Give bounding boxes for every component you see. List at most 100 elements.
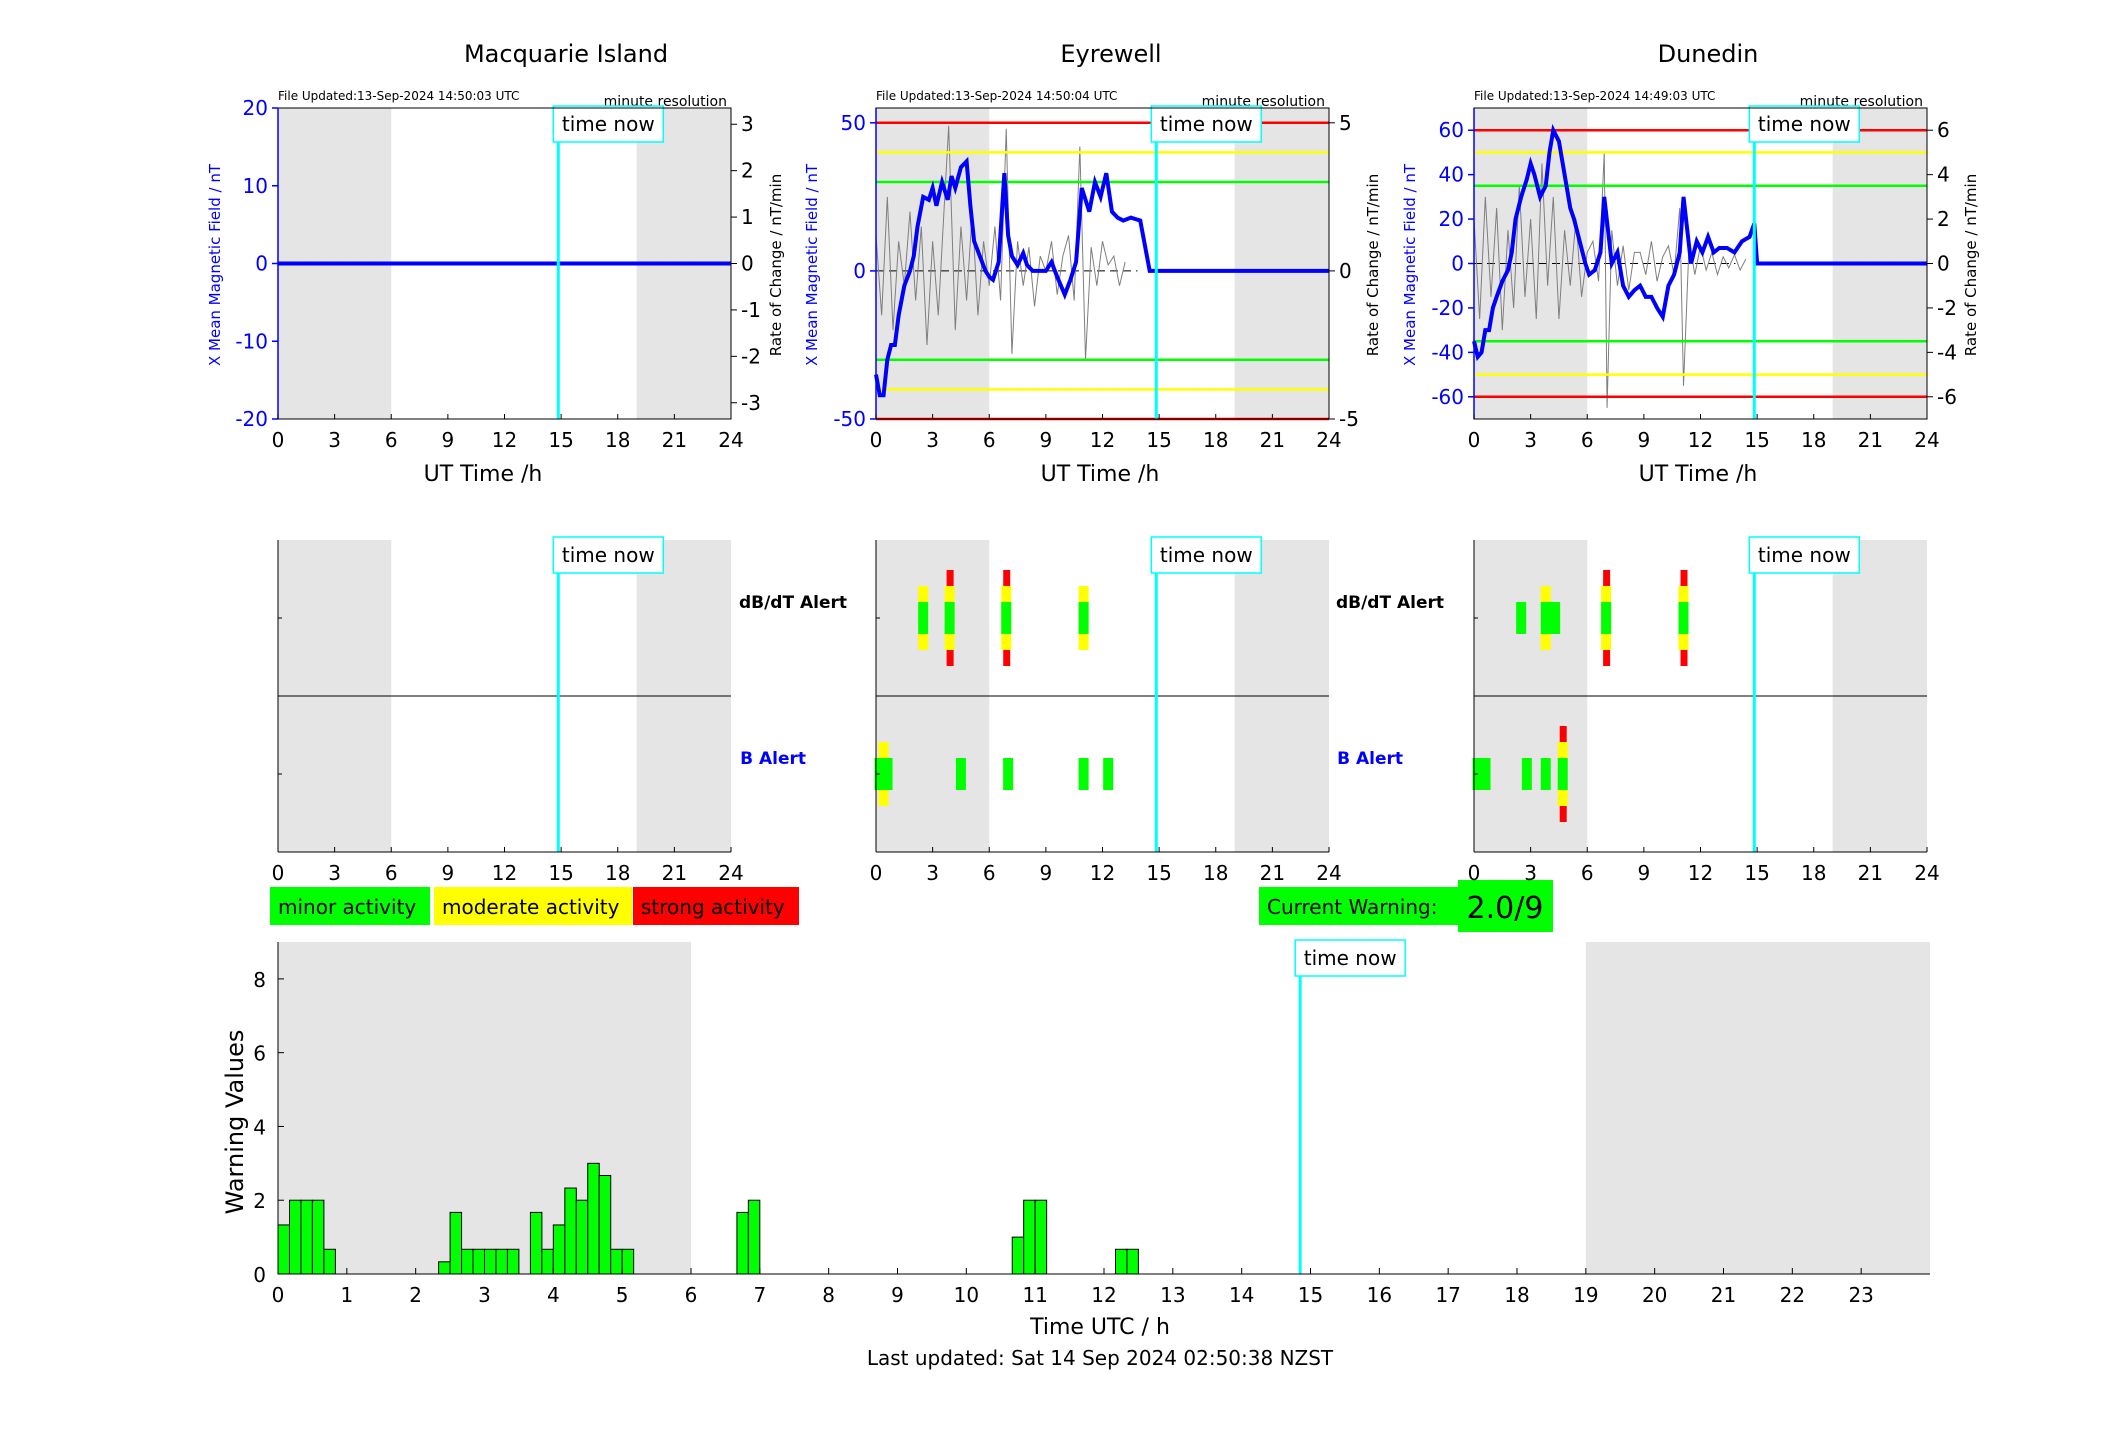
b-alert-minor bbox=[1540, 758, 1551, 790]
warning-bar bbox=[300, 1199, 313, 1275]
x-tick-label: 16 bbox=[1367, 1283, 1392, 1307]
night-shading bbox=[1234, 108, 1329, 419]
x-tick-label: 8 bbox=[822, 1283, 835, 1307]
y-tick-label: 4 bbox=[253, 1115, 266, 1139]
right-ylabel-eyrewell: Rate of Change / nT/min bbox=[1364, 174, 1382, 356]
x-tick-label: 18 bbox=[1203, 861, 1228, 885]
station-title-macquarie: Macquarie Island bbox=[464, 40, 668, 68]
x-tick-label: 15 bbox=[1298, 1283, 1323, 1307]
time-now-top-3-label: time now bbox=[1758, 112, 1851, 136]
x-tick-label: 11 bbox=[1022, 1283, 1047, 1307]
x-tick-label: 12 bbox=[1688, 861, 1713, 885]
dbdt-alert-minor bbox=[1678, 602, 1689, 634]
x-tick-label: 15 bbox=[1146, 428, 1171, 452]
x-tick-label: 3 bbox=[328, 861, 341, 885]
x-tick-label: 7 bbox=[753, 1283, 766, 1307]
x-tick-label: 6 bbox=[385, 428, 398, 452]
xlabel-eyrewell: UT Time /h bbox=[1041, 462, 1160, 487]
left-ylabel-macquarie: X Mean Magnetic Field / nT bbox=[206, 163, 224, 366]
x-tick-label: 3 bbox=[328, 428, 341, 452]
warning-bar bbox=[506, 1248, 520, 1275]
b-alert-minor bbox=[1103, 758, 1114, 790]
x-tick-label: 9 bbox=[1638, 861, 1651, 885]
x-tick-label: 12 bbox=[1688, 428, 1713, 452]
right-tick-label: -6 bbox=[1937, 385, 1957, 409]
x-tick-label: 17 bbox=[1435, 1283, 1460, 1307]
x-tick-label: 6 bbox=[983, 861, 996, 885]
left-tick-label: -20 bbox=[235, 407, 268, 431]
mean-field-series bbox=[874, 156, 1329, 398]
dbdt-alert-label-2: dB/dT Alert bbox=[1336, 593, 1444, 613]
mean-field-series bbox=[1472, 123, 1927, 362]
left-tick-label: 40 bbox=[1439, 163, 1464, 187]
bottom-xlabel: Time UTC / h bbox=[1029, 1315, 1170, 1340]
x-tick-label: 18 bbox=[605, 861, 630, 885]
right-tick-label: -3 bbox=[741, 391, 761, 415]
left-tick-label: 0 bbox=[255, 252, 268, 276]
warning-bar bbox=[277, 1224, 290, 1275]
warning-bar bbox=[323, 1248, 336, 1275]
x-tick-label: 12 bbox=[1090, 861, 1115, 885]
warning-bar bbox=[495, 1248, 508, 1275]
night-shading bbox=[876, 108, 990, 419]
dbdt-alert-minor bbox=[1001, 602, 1012, 634]
warning-bar bbox=[1114, 1248, 1128, 1275]
x-tick-label: 9 bbox=[1040, 428, 1053, 452]
x-tick-label: 24 bbox=[1316, 428, 1341, 452]
b-alert-label-1: B Alert bbox=[740, 749, 806, 769]
left-tick-label: -20 bbox=[1431, 296, 1464, 320]
x-tick-label: 15 bbox=[548, 861, 573, 885]
x-tick-label: 2 bbox=[409, 1283, 422, 1307]
y-tick-label: 2 bbox=[253, 1189, 266, 1213]
warning-bar bbox=[621, 1248, 635, 1275]
x-tick-label: 21 bbox=[1858, 428, 1883, 452]
right-tick-label: 4 bbox=[1937, 163, 1950, 187]
legend-minor-label: minor activity bbox=[278, 895, 416, 919]
b-alert-label-2: B Alert bbox=[1337, 749, 1403, 769]
x-tick-label: 0 bbox=[272, 861, 285, 885]
time-now-alert-1-box bbox=[552, 536, 665, 574]
warning-bar bbox=[747, 1199, 761, 1275]
right-tick-label: 3 bbox=[741, 112, 754, 136]
x-tick-label: 6 bbox=[385, 861, 398, 885]
x-tick-label: 5 bbox=[616, 1283, 629, 1307]
left-tick-label: -60 bbox=[1431, 385, 1464, 409]
rate-of-change-series bbox=[875, 125, 1126, 360]
right-tick-label: 0 bbox=[741, 252, 754, 276]
time-now-alert-3-box bbox=[1748, 536, 1861, 574]
x-tick-label: 21 bbox=[1711, 1283, 1736, 1307]
warning-bar bbox=[598, 1175, 612, 1275]
warning-bar bbox=[438, 1261, 451, 1275]
x-tick-label: 21 bbox=[1260, 428, 1285, 452]
right-tick-label: -2 bbox=[741, 344, 761, 368]
time-now-bottom-box bbox=[1294, 939, 1406, 977]
legend-strong-label: strong activity bbox=[641, 895, 785, 919]
x-tick-label: 15 bbox=[1146, 861, 1171, 885]
x-tick-label: 15 bbox=[1744, 861, 1769, 885]
alert-plot-2: time now 0 3 6 9 12 15 18 21 24 bbox=[870, 536, 1342, 885]
x-tick-label: 0 bbox=[870, 861, 883, 885]
x-tick-label: 23 bbox=[1848, 1283, 1873, 1307]
time-now-top-1-box bbox=[552, 105, 665, 143]
warning-bar bbox=[529, 1211, 543, 1275]
b-alert-minor bbox=[1521, 758, 1532, 790]
right-tick-label: 6 bbox=[1937, 118, 1950, 142]
alert-plot-3: time now 0 3 6 9 12 15 18 21 24 bbox=[1468, 536, 1940, 885]
x-tick-label: 12 bbox=[1090, 428, 1115, 452]
dbdt-alert-minor bbox=[944, 602, 955, 634]
x-tick-label: 21 bbox=[1260, 861, 1285, 885]
bottom-ylabel: Warning Values bbox=[221, 1030, 249, 1215]
b-alert-minor bbox=[955, 758, 966, 790]
legend-minor-swatch bbox=[270, 887, 430, 925]
x-tick-label: 3 bbox=[1524, 861, 1537, 885]
current-warning-value-box bbox=[1458, 880, 1553, 932]
x-tick-label: 12 bbox=[1091, 1283, 1116, 1307]
current-warning-label: Current Warning: bbox=[1267, 895, 1437, 919]
night-shading bbox=[278, 942, 691, 1274]
right-tick-label: -4 bbox=[1937, 340, 1957, 364]
x-tick-label: 24 bbox=[1914, 861, 1939, 885]
left-tick-label: 0 bbox=[853, 259, 866, 283]
warning-bar bbox=[1126, 1248, 1139, 1275]
night-shading bbox=[1585, 942, 1930, 1274]
